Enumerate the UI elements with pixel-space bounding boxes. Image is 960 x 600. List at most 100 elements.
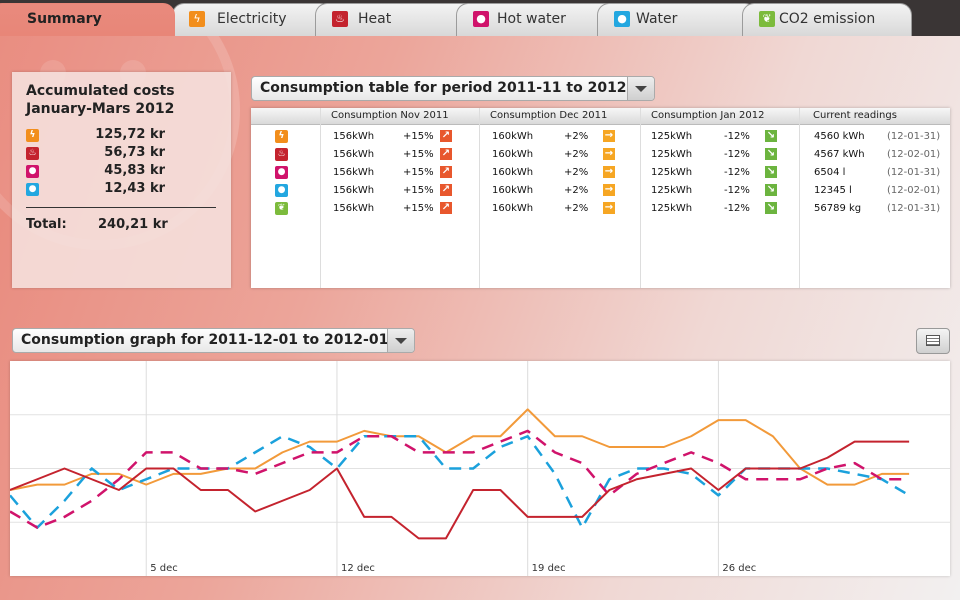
- tab-label: Heat: [358, 11, 392, 27]
- costs-period: January-Mars 2012: [26, 101, 175, 117]
- line-chart: 5 dec 12 dec 19 dec 26 dec: [10, 361, 950, 576]
- cost-row-heat: ♨ 56,73 kr: [26, 144, 217, 162]
- cell-change: -12%: [724, 203, 750, 214]
- cell-value: 160kWh: [492, 167, 534, 178]
- drop-icon: ●: [275, 166, 288, 179]
- cell-value: 156kWh: [333, 131, 375, 142]
- x-tick-label: 26 dec: [722, 563, 756, 574]
- cost-row-hot-water: ● 45,83 kr: [26, 162, 217, 180]
- accumulated-costs-panel: Accumulated costs January-Mars 2012 ϟ 12…: [12, 72, 231, 288]
- table-row: ϟ 156kWh +15% ↗ 160kWh +2% → 125kWh -12% ↘ 4560 kW…: [251, 129, 950, 146]
- trend-flat-icon: →: [603, 202, 615, 214]
- x-tick-label: 12 dec: [341, 563, 375, 574]
- trend-up-icon: ↗: [440, 166, 452, 178]
- reading-value: 56789 kg: [814, 203, 862, 214]
- flame-icon: ♨: [332, 11, 348, 27]
- total-label: Total:: [26, 217, 67, 232]
- cell-value: 160kWh: [492, 131, 534, 142]
- flame-icon: ♨: [26, 147, 39, 160]
- table-row: ♨ 156kWh +15% ↗ 160kWh +2% → 125kWh -12% ↘ 4567 kW…: [251, 147, 950, 164]
- tab-summary[interactable]: Summary: [0, 3, 175, 36]
- cell-value: 160kWh: [492, 203, 534, 214]
- tab-water[interactable]: ● Water: [597, 3, 757, 36]
- column-header: Consumption Jan 2012: [651, 110, 765, 121]
- trend-up-icon: ↗: [440, 184, 452, 196]
- trend-up-icon: ↗: [440, 148, 452, 160]
- graph-period-dropdown[interactable]: Consumption graph for 2011-12-01 to 2012…: [12, 328, 415, 353]
- series-line: [10, 408, 910, 491]
- cost-total-row: Total: 240,21 kr: [26, 215, 217, 235]
- cell-value: 125kWh: [651, 203, 693, 214]
- reading-value: 4560 kWh: [814, 131, 865, 142]
- cell-change: +2%: [564, 185, 589, 196]
- cost-amount: 56,73 kr: [104, 145, 165, 160]
- tab-hot-water[interactable]: ● Hot water: [456, 3, 616, 36]
- cell-change: +2%: [564, 149, 589, 160]
- cell-change: +15%: [403, 167, 434, 178]
- trend-down-icon: ↘: [765, 130, 777, 142]
- cell-change: +15%: [403, 185, 434, 196]
- cell-change: +15%: [403, 149, 434, 160]
- table-row: ● 156kWh +15% ↗ 160kWh +2% → 125kWh -12% ↘ 12345 l…: [251, 183, 950, 200]
- cell-value: 125kWh: [651, 185, 693, 196]
- cell-change: +2%: [564, 167, 589, 178]
- cell-value: 160kWh: [492, 185, 534, 196]
- cost-amount: 125,72 kr: [95, 127, 165, 142]
- leaf-icon: ❦: [275, 202, 288, 215]
- reading-date: (12-01-31): [887, 167, 941, 178]
- cell-change: -12%: [724, 185, 750, 196]
- chevron-down-icon[interactable]: [387, 329, 414, 352]
- consumption-graph: 5 dec 12 dec 19 dec 26 dec: [10, 361, 950, 576]
- trend-down-icon: ↘: [765, 148, 777, 160]
- tab-electricity[interactable]: ϟ Electricity: [172, 3, 332, 36]
- tab-heat[interactable]: ♨ Heat: [315, 3, 475, 36]
- column-header: Consumption Dec 2011: [490, 110, 608, 121]
- cell-change: +2%: [564, 131, 589, 142]
- consumption-table: Consumption Nov 2011 Consumption Dec 201…: [251, 108, 950, 288]
- cost-row-water: ● 12,43 kr: [26, 180, 217, 198]
- drop-icon: ●: [614, 11, 630, 27]
- trend-down-icon: ↘: [765, 184, 777, 196]
- tab-bar: Summary ϟ Electricity ♨ Heat ● Hot water…: [0, 0, 960, 36]
- cost-row-electricity: ϟ 125,72 kr: [26, 126, 217, 144]
- chevron-down-icon[interactable]: [627, 77, 654, 100]
- table-header: Consumption Nov 2011 Consumption Dec 201…: [251, 108, 950, 125]
- drop-icon: ●: [26, 183, 39, 196]
- reading-value: 4567 kWh: [814, 149, 865, 160]
- bolt-icon: ϟ: [189, 11, 205, 27]
- total-value: 240,21 kr: [98, 217, 168, 232]
- column-divider: [320, 108, 321, 288]
- tab-label: Hot water: [497, 11, 566, 27]
- column-divider: [479, 108, 480, 288]
- cell-value: 160kWh: [492, 149, 534, 160]
- cost-amount: 45,83 kr: [104, 163, 165, 178]
- costs-divider: [26, 207, 216, 208]
- trend-flat-icon: →: [603, 184, 615, 196]
- column-header: Consumption Nov 2011: [331, 110, 449, 121]
- table-row: ● 156kWh +15% ↗ 160kWh +2% → 125kWh -12% ↘ 6504 l (…: [251, 165, 950, 182]
- bolt-icon: ϟ: [275, 130, 288, 143]
- tab-label: CO2 emission: [779, 11, 876, 27]
- column-header: Current readings: [813, 110, 897, 121]
- series-line: [10, 440, 910, 540]
- cell-value: 125kWh: [651, 131, 693, 142]
- cost-amount: 12,43 kr: [104, 181, 165, 196]
- trend-flat-icon: →: [603, 130, 615, 142]
- reading-date: (12-01-31): [887, 131, 941, 142]
- tab-label: Summary: [27, 11, 102, 27]
- trend-up-icon: ↗: [440, 130, 452, 142]
- list-view-button[interactable]: [916, 328, 950, 354]
- cell-change: +15%: [403, 131, 434, 142]
- tab-co2-emission[interactable]: ❦ CO2 emission: [742, 3, 912, 36]
- cell-change: +2%: [564, 203, 589, 214]
- table-period-dropdown[interactable]: Consumption table for period 2011-11 to …: [251, 76, 655, 101]
- cell-value: 156kWh: [333, 185, 375, 196]
- reading-value: 12345 l: [814, 185, 852, 196]
- cell-value: 156kWh: [333, 203, 375, 214]
- cell-value: 156kWh: [333, 149, 375, 160]
- cell-value: 156kWh: [333, 167, 375, 178]
- table-period-label: Consumption table for period 2011-11 to …: [260, 80, 652, 96]
- drop-icon: ●: [473, 11, 489, 27]
- bolt-icon: ϟ: [26, 129, 39, 142]
- cell-change: -12%: [724, 149, 750, 160]
